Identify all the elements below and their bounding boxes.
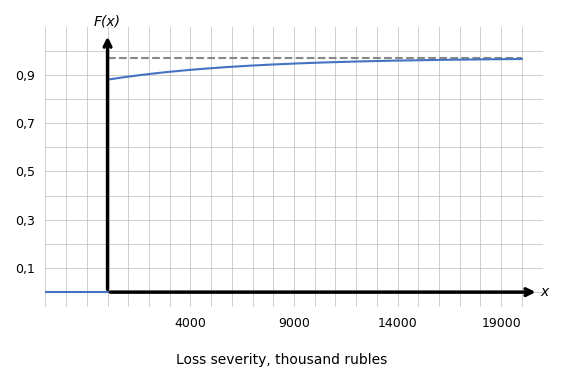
Text: x: x <box>540 285 549 299</box>
Text: Loss severity, thousand rubles: Loss severity, thousand rubles <box>177 353 387 367</box>
Text: F(x): F(x) <box>94 15 121 29</box>
